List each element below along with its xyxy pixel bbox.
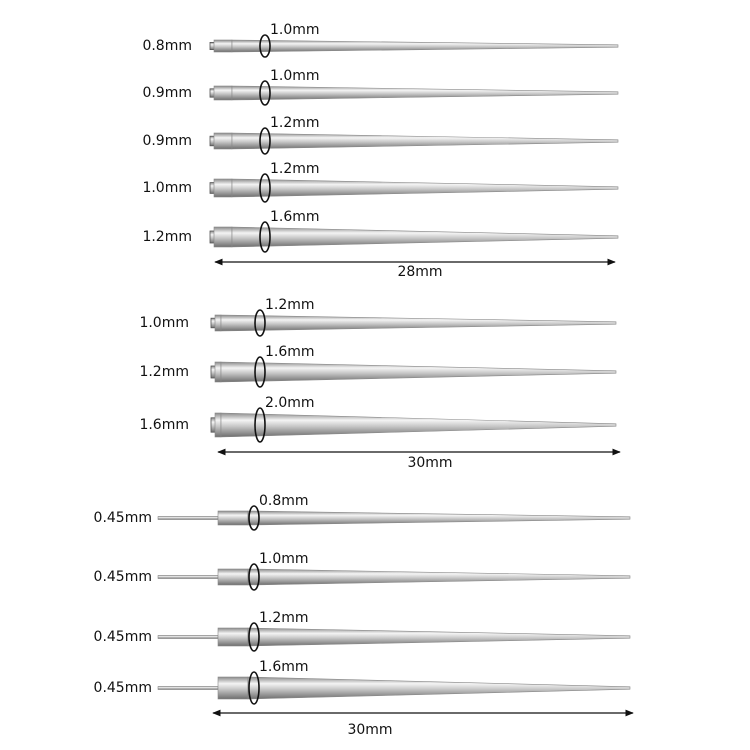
pin-taper <box>247 568 631 586</box>
pin-taper <box>231 178 619 198</box>
o-ring <box>259 221 271 253</box>
pin-gauge-label: 1.0mm <box>139 315 189 331</box>
pin-gauge-label: 0.45mm <box>94 569 152 585</box>
o-ring <box>248 671 260 705</box>
pin-gauge-label: 1.6mm <box>139 417 189 433</box>
ring-size-label: 1.2mm <box>270 115 320 131</box>
length-label: 30mm <box>347 722 392 738</box>
pin-gauge-label: 0.45mm <box>94 510 152 526</box>
pin-gauge-label: 0.8mm <box>142 38 192 54</box>
ring-size-label: 1.2mm <box>259 610 309 626</box>
o-ring <box>254 407 266 443</box>
o-ring <box>259 80 271 106</box>
pin-collar <box>213 39 233 53</box>
length-label: 28mm <box>397 264 442 280</box>
o-ring <box>254 356 266 388</box>
pin-gauge-label: 1.0mm <box>142 180 192 196</box>
pin-gauge-label: 1.2mm <box>139 364 189 380</box>
pin-wire <box>157 686 219 690</box>
o-ring <box>248 622 260 652</box>
pin-taper <box>231 226 619 248</box>
pin-collar <box>213 85 233 101</box>
ring-size-label: 1.0mm <box>259 551 309 567</box>
pin-collar <box>217 627 249 647</box>
ring-size-label: 1.6mm <box>259 659 309 675</box>
pin-collar <box>214 361 222 383</box>
pin-collar <box>213 178 233 198</box>
pin-wire <box>157 575 219 579</box>
ring-size-label: 2.0mm <box>265 395 315 411</box>
ring-size-label: 1.2mm <box>270 161 320 177</box>
pin-collar <box>217 510 249 526</box>
pin-taper <box>247 627 631 647</box>
ring-size-label: 1.6mm <box>265 344 315 360</box>
pin-gauge-label: 0.9mm <box>142 133 192 149</box>
pin-gauge-label: 0.45mm <box>94 680 152 696</box>
o-ring <box>248 563 260 591</box>
pin-collar <box>217 676 249 700</box>
pin-taper <box>247 676 631 700</box>
o-ring <box>259 34 271 58</box>
pin-gauge-label: 0.9mm <box>142 85 192 101</box>
pin-gauge-label: 1.2mm <box>142 229 192 245</box>
o-ring <box>259 127 271 155</box>
pin-collar <box>213 132 233 150</box>
pin-taper <box>220 412 617 438</box>
ring-size-label: 1.0mm <box>270 22 320 38</box>
length-label: 30mm <box>407 455 452 471</box>
ring-size-label: 1.2mm <box>265 297 315 313</box>
pin-taper <box>247 510 631 526</box>
pin-taper <box>220 314 617 332</box>
pin-wire <box>157 635 219 639</box>
ring-size-label: 0.8mm <box>259 493 309 509</box>
pin-collar <box>217 568 249 586</box>
o-ring <box>259 173 271 203</box>
ring-size-label: 1.6mm <box>270 209 320 225</box>
o-ring <box>248 505 260 531</box>
pin-gauge-label: 0.45mm <box>94 629 152 645</box>
pin-wire <box>157 516 219 520</box>
o-ring <box>254 309 266 337</box>
pin-taper <box>231 132 619 150</box>
pin-taper <box>220 361 617 383</box>
pin-collar <box>214 412 222 438</box>
pin-collar <box>214 314 222 332</box>
pin-taper <box>231 85 619 101</box>
ring-size-label: 1.0mm <box>270 68 320 84</box>
pin-taper <box>231 39 619 53</box>
pin-collar <box>213 226 233 248</box>
